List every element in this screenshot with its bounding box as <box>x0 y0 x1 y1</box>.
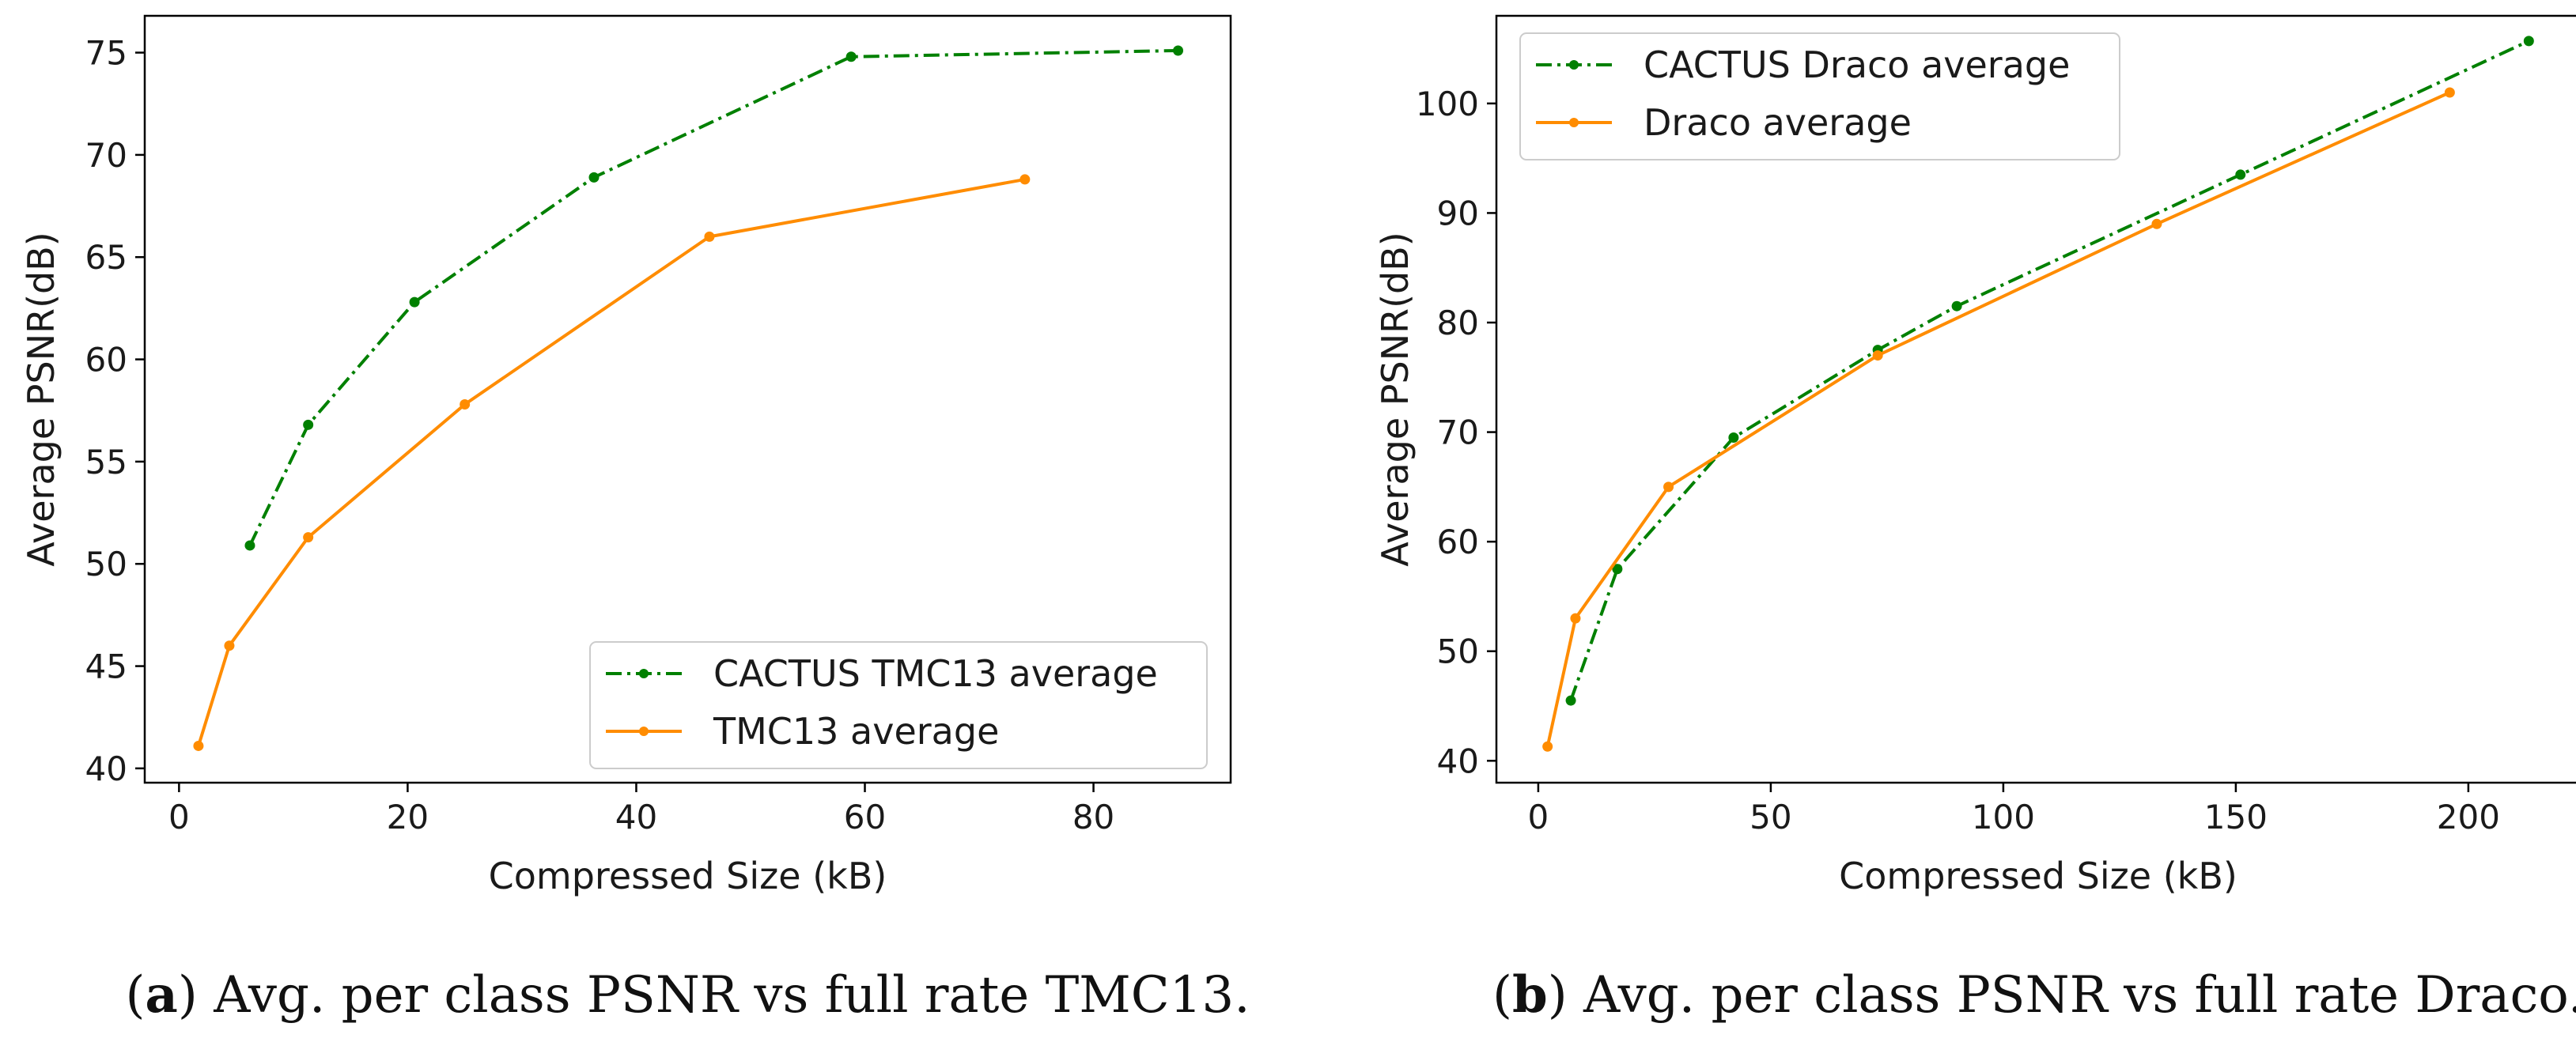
y-tick-label: 50 <box>85 545 127 583</box>
data-point <box>303 419 314 430</box>
series-line-baseline <box>1545 91 2451 747</box>
y-tick-label: 70 <box>85 136 127 175</box>
data-point <box>409 296 420 308</box>
plot-frame <box>143 14 1232 784</box>
series-line-baseline <box>197 177 1026 747</box>
x-tick-label: 60 <box>844 798 886 836</box>
data-point <box>2444 87 2455 98</box>
y-tick-label: 100 <box>1416 85 1479 123</box>
x-tick-label: 0 <box>168 798 190 836</box>
y-tick-label: 60 <box>85 341 127 379</box>
data-point <box>704 231 715 242</box>
y-tick-label: 65 <box>85 238 127 277</box>
x-tick-label: 50 <box>1749 798 1791 836</box>
x-tick-label: 150 <box>2204 798 2268 836</box>
y-tick-label: 90 <box>1437 194 1479 232</box>
data-point <box>2523 36 2534 47</box>
legend: CACTUS Draco average Draco average <box>1519 32 2120 160</box>
data-series <box>1542 36 2534 752</box>
data-point <box>303 532 314 543</box>
x-tick-label: 20 <box>387 798 429 836</box>
legend-marker-tmc13 <box>639 727 649 736</box>
axis-ticks: 0 20 40 60 80 40 45 50 55 60 65 70 75 <box>85 34 1115 836</box>
chart-panel-a: 0 20 40 60 80 40 45 50 55 60 65 70 75 Compressed Siz… <box>20 14 1232 897</box>
data-point <box>244 540 255 551</box>
legend-label-cactus: CACTUS TMC13 average <box>713 652 1158 695</box>
legend-marker-cactus <box>1569 60 1579 70</box>
data-point <box>1872 350 1883 361</box>
y-tick-label: 70 <box>1437 413 1479 452</box>
data-point <box>193 740 204 751</box>
axis-ticks: 0 50 100 150 200 40 50 60 70 80 90 100 <box>1416 85 2500 836</box>
x-tick-label: 200 <box>2437 798 2500 836</box>
y-tick-label: 50 <box>1437 632 1479 671</box>
chart-panel-b: 0 50 100 150 200 40 50 60 70 80 90 100 Compressed S… <box>1374 14 2576 897</box>
caption-b: (b) Avg. per class PSNR vs full rate Dra… <box>1492 965 2576 1025</box>
y-axis-label: Average PSNR(dB) <box>20 232 62 566</box>
y-tick-label: 75 <box>85 34 127 73</box>
x-tick-label: 100 <box>1972 798 2035 836</box>
data-point <box>1565 695 1576 706</box>
y-tick-label: 40 <box>1437 742 1479 780</box>
legend: CACTUS TMC13 average TMC13 average <box>589 641 1208 769</box>
plot-frame <box>1495 14 2576 784</box>
caption-a-label: a <box>145 965 177 1025</box>
data-series <box>193 45 1184 751</box>
data-point <box>2235 169 2246 180</box>
y-axis-label: Average PSNR(dB) <box>1374 232 1417 566</box>
legend-box <box>589 641 1208 769</box>
y-tick-label: 45 <box>85 647 127 686</box>
y-tick-label: 60 <box>1437 523 1479 561</box>
data-point <box>588 172 600 183</box>
data-point <box>1542 741 1553 752</box>
y-tick-label: 55 <box>85 443 127 481</box>
caption-a-text: ) Avg. per class PSNR vs full rate TMC13… <box>178 966 1250 1025</box>
x-tick-label: 0 <box>1528 798 1549 836</box>
data-point <box>1728 432 1739 443</box>
data-point <box>1612 564 1623 575</box>
data-point <box>1570 613 1581 624</box>
data-point <box>2151 218 2162 229</box>
data-point <box>1019 174 1031 185</box>
data-point <box>460 398 471 410</box>
data-point <box>1951 300 1962 311</box>
series-line-cactus <box>248 48 1178 546</box>
x-tick-label: 40 <box>615 798 657 836</box>
x-tick-label: 80 <box>1072 798 1114 836</box>
x-axis-label: Compressed Size (kB) <box>489 855 887 897</box>
caption-a: (a) Avg. per class PSNR vs full rate TMC… <box>125 965 1250 1025</box>
legend-label-tmc13: TMC13 average <box>713 710 999 753</box>
x-axis-label: Compressed Size (kB) <box>1839 855 2237 897</box>
legend-marker-cactus <box>639 669 649 678</box>
data-point <box>1173 45 1184 56</box>
legend-marker-draco <box>1569 118 1579 127</box>
data-point <box>1663 481 1674 493</box>
caption-b-label: b <box>1512 965 1548 1025</box>
legend-label-draco: Draco average <box>1644 101 1912 144</box>
legend-box <box>1519 32 2120 160</box>
legend-label-cactus: CACTUS Draco average <box>1644 43 2070 86</box>
data-point <box>845 51 857 62</box>
caption-b-text: ) Avg. per class PSNR vs full rate Draco… <box>1548 966 2576 1025</box>
y-tick-label: 40 <box>85 749 127 788</box>
data-point <box>224 640 235 651</box>
y-tick-label: 80 <box>1437 304 1479 342</box>
